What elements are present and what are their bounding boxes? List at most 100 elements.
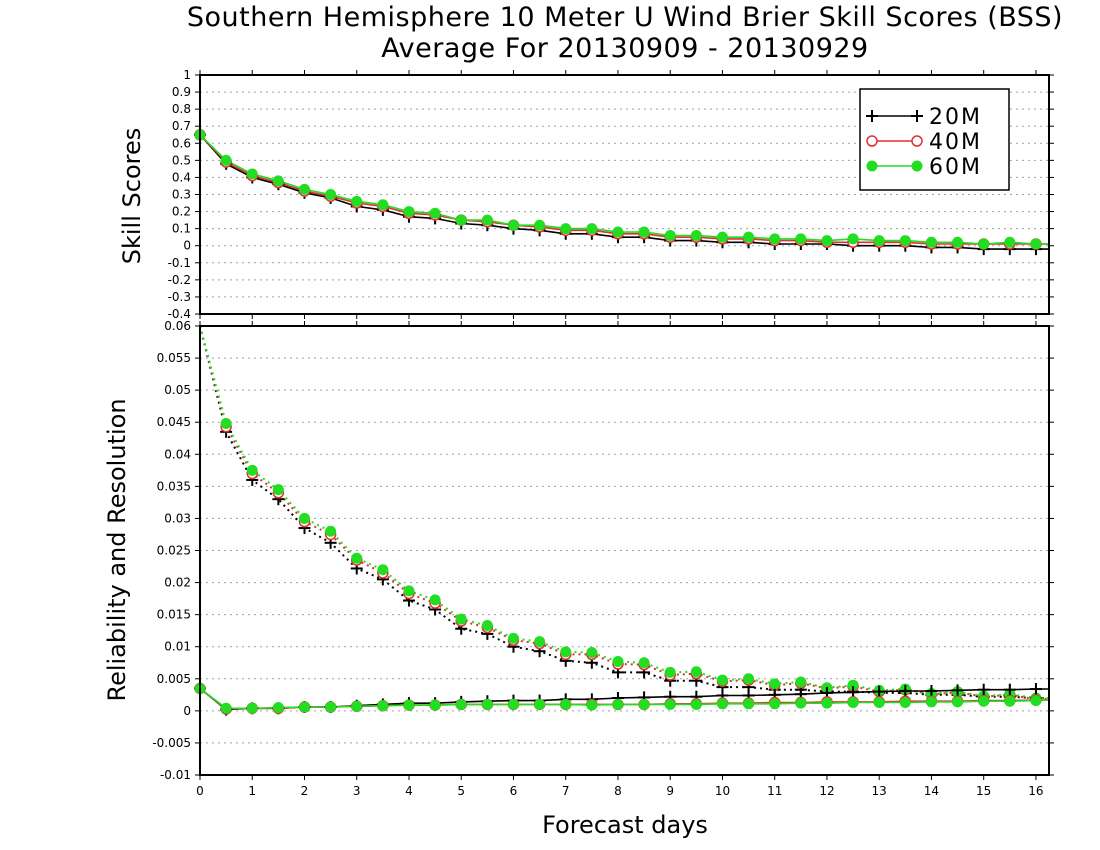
y-tick-label: 0.025 (157, 544, 191, 558)
data-point-60m (716, 698, 728, 710)
y-tick-label: -0.2 (168, 273, 191, 287)
data-point-60m (821, 235, 833, 247)
data-point-60m (925, 236, 937, 248)
data-point-60m (716, 231, 728, 243)
data-point-60m (978, 695, 990, 707)
data-point-60m (1004, 695, 1016, 707)
data-point-60m (351, 700, 363, 712)
data-point-60m (481, 698, 493, 710)
y-tick-label: 0.055 (157, 351, 191, 365)
y-tick-label: 0.8 (172, 102, 191, 116)
legend-marker-60m (911, 160, 923, 172)
data-point-60m (560, 698, 572, 710)
data-point-60m (351, 195, 363, 207)
data-point-60m (403, 206, 415, 218)
data-point-60m (403, 699, 415, 711)
data-point-60m (455, 613, 467, 625)
x-tick-label: 6 (510, 784, 518, 798)
data-point-60m (873, 235, 885, 247)
y-tick-label: 0.04 (164, 447, 191, 461)
x-tick-label: 5 (457, 784, 465, 798)
data-point-60m (925, 696, 937, 708)
y-tick-label: 0.7 (172, 119, 191, 133)
data-point-60m (873, 697, 885, 709)
y-tick-label: 0.01 (164, 640, 191, 654)
skill-scores-panel: -0.4 -0.3 -0.2 -0.1 0 0.1 0.2 0.3 0.4 0.5 0.6 0.7 0.… (168, 68, 1054, 321)
y-tick-label: 0.02 (164, 576, 191, 590)
data-point-60m (952, 696, 964, 708)
x-tick-label: 4 (405, 784, 413, 798)
data-point-60m (325, 525, 337, 537)
y-tick-label: -0.01 (160, 768, 191, 782)
data-point-60m (220, 417, 232, 429)
y-tick-label: 0.3 (172, 188, 191, 202)
data-point-60m (481, 620, 493, 632)
x-tick-label: 2 (301, 784, 309, 798)
legend-box (859, 88, 1010, 191)
data-point-20m (899, 684, 912, 697)
data-point-60m (769, 233, 781, 245)
x-tick-label: 14 (924, 784, 939, 798)
data-point-20m (951, 684, 964, 697)
legend-marker-20m (911, 110, 923, 122)
y-tick-label: -0.4 (168, 307, 191, 321)
series-line-40m (199, 134, 1049, 245)
data-point-60m (429, 699, 441, 711)
data-point-60m (743, 231, 755, 243)
data-point-60m (507, 219, 519, 231)
x-tick-label: 15 (976, 784, 991, 798)
data-point-60m (612, 655, 624, 667)
data-point-60m (272, 484, 284, 496)
data-point-60m (298, 701, 310, 713)
data-point-20m (873, 685, 886, 698)
series-line-20m-reliability (199, 325, 1049, 699)
data-point-60m (664, 229, 676, 241)
data-point-60m (325, 189, 337, 200)
data-point-60m (586, 699, 598, 711)
data-point-60m (220, 154, 232, 166)
data-point-60m (377, 199, 389, 211)
data-point-60m (325, 701, 337, 713)
data-point-60m (586, 646, 598, 658)
x-tick-label: 13 (872, 784, 887, 798)
data-point-60m (743, 698, 755, 710)
x-tick-label: 0 (196, 784, 204, 798)
y-tick-label: 0.015 (157, 608, 191, 622)
data-point-60m (716, 674, 728, 686)
data-point-60m (795, 676, 807, 688)
legend-marker-40m (866, 135, 878, 147)
data-point-60m (534, 219, 546, 231)
x-tick-label: 11 (767, 784, 782, 798)
legend-label-40m: 40M (929, 130, 982, 155)
data-point-60m (246, 702, 258, 714)
y-tick-label: -0.1 (168, 256, 191, 270)
x-tick-label: 10 (715, 784, 730, 798)
y-tick-label: 0.045 (157, 415, 191, 429)
y-tick-label: 0.005 (157, 672, 191, 686)
series-line-20m (199, 134, 1049, 250)
y-tick-label: 0.05 (164, 383, 191, 397)
y-tick-label: 0 (183, 239, 191, 253)
x-tick-label: 8 (614, 784, 622, 798)
y-tick-label: 0.2 (172, 205, 191, 219)
data-point-60m (664, 666, 676, 678)
data-point-60m (246, 168, 258, 180)
data-point-60m (743, 673, 755, 685)
data-point-60m (403, 585, 415, 597)
data-point-60m (560, 646, 572, 658)
forecast-days-axis-label: Forecast days (542, 811, 708, 839)
data-point-60m (847, 233, 859, 245)
x-tick-label: 9 (666, 784, 674, 798)
skill-scores-axis-label: Skill Scores (118, 128, 146, 265)
data-point-60m (534, 636, 546, 648)
data-point-60m (638, 657, 650, 669)
data-point-60m (690, 229, 702, 241)
data-point-60m (377, 564, 389, 576)
data-point-60m (560, 223, 572, 235)
data-point-60m (821, 697, 833, 709)
series-line-40m-reliability (199, 325, 1050, 701)
data-point-60m (246, 464, 258, 476)
data-point-60m (795, 697, 807, 709)
y-tick-label: 0.06 (164, 319, 191, 333)
legend-marker-20m (866, 110, 878, 122)
